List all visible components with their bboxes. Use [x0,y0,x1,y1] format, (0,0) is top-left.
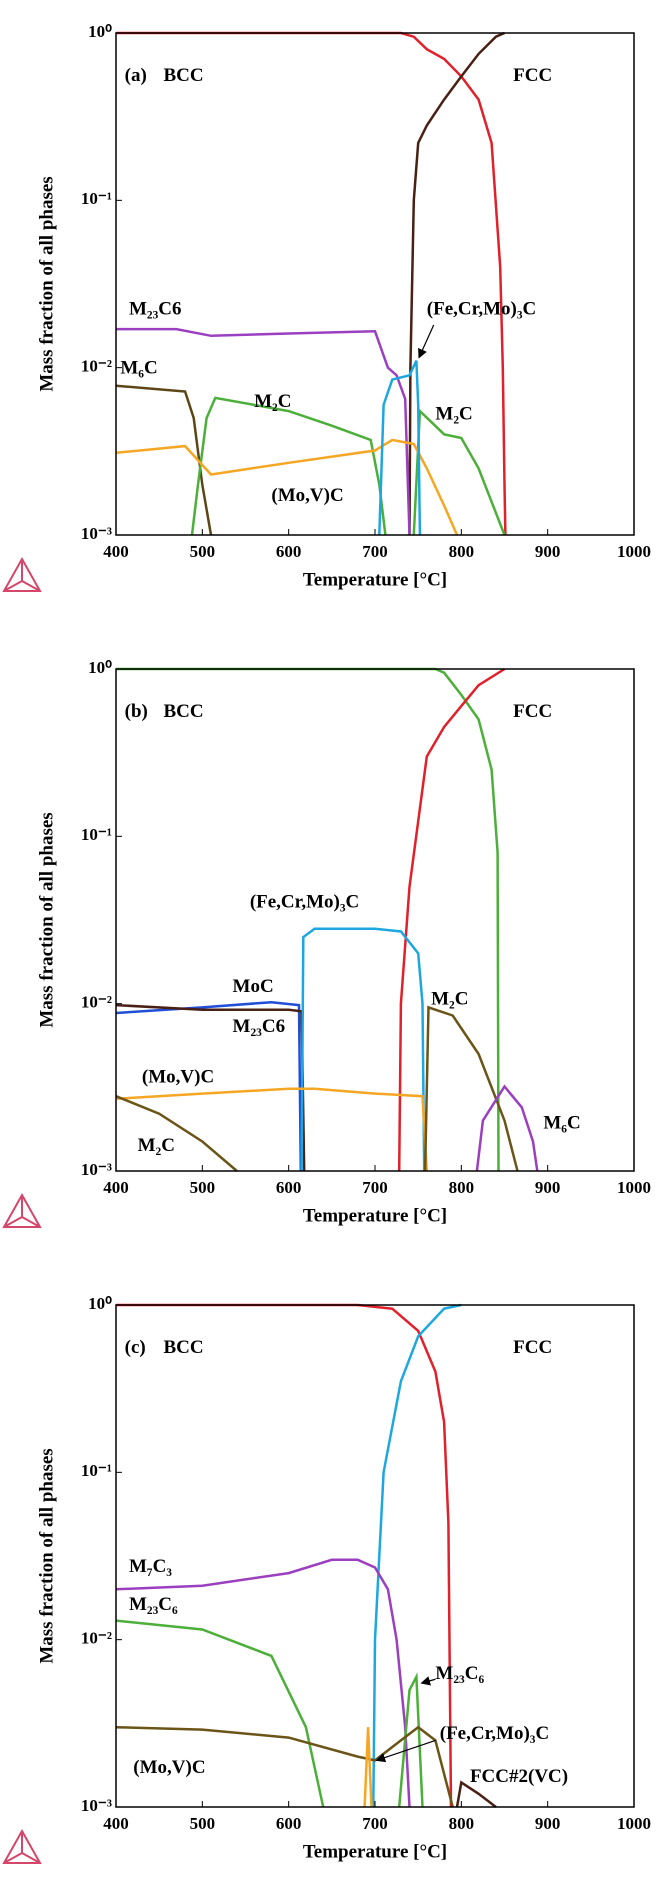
phase-line [397,667,506,1172]
phase-label: M₂₃C6 [129,299,182,320]
phase-line [115,384,213,536]
y-tick-label: 10⁰ [88,658,112,677]
phase-line [455,1780,497,1808]
x-axis-title: Temperature [°C] [303,1205,447,1226]
x-tick-label: 500 [190,542,216,561]
phase-label: (c) [125,1337,146,1358]
y-tick-label: 10⁻² [81,993,112,1012]
y-tick-label: 10⁻² [81,357,112,376]
y-tick-label: 10⁻³ [81,1796,112,1815]
phase-label: BCC [163,701,203,722]
x-tick-label: 1000 [617,542,651,561]
phase-label: M₆C [120,357,157,378]
x-tick-label: 700 [362,1178,388,1197]
y-tick-label: 10⁻¹ [81,825,112,844]
phase-label: M₂₃C₆ [435,1663,484,1684]
phase-line [115,1558,411,1808]
x-tick-label: 700 [362,542,388,561]
x-tick-label: 900 [535,542,561,561]
pointer-arrow [418,324,435,359]
x-tick-label: 400 [103,1814,129,1833]
phase-line [363,1727,373,1808]
x-tick-label: 1000 [617,1814,651,1833]
phase-label: M₇C₃ [129,1556,172,1577]
phase-label: FCC [513,65,552,86]
phase-label: FCC#2(VC) [470,1766,568,1787]
x-tick-label: 900 [535,1178,561,1197]
y-tick-label: 10⁰ [88,1294,112,1313]
phase-line [115,1087,429,1172]
phase-label: (Mo,V)C [142,1066,214,1087]
phase-line [115,1005,519,1172]
x-axis-title: Temperature [°C] [303,569,447,590]
y-axis-title: Mass fraction of all phases [36,1448,57,1663]
phase-label: M₂₃C₆ [129,1594,178,1615]
x-tick-label: 600 [276,1814,302,1833]
x-axis-title: Temperature [°C] [303,1841,447,1862]
y-tick-label: 10⁻¹ [81,189,112,208]
x-tick-label: 600 [276,542,302,561]
phase-label: M₆C [543,1113,580,1134]
phase-label: M₂C [138,1135,175,1156]
y-axis-title: Mass fraction of all phases [36,176,57,391]
phase-line [475,1084,539,1172]
x-tick-label: 700 [362,1814,388,1833]
phase-label: FCC [513,1337,552,1358]
y-axis-title: Mass fraction of all phases [36,812,57,1027]
phase-label: (a) [125,65,147,86]
x-tick-label: 400 [103,542,129,561]
logo [2,556,42,592]
phase-label: BCC [163,1337,203,1358]
x-tick-label: 900 [535,1814,561,1833]
pointer-arrow [420,1676,436,1686]
phase-label: (Fe,Cr,Mo)₃C [440,1723,549,1744]
phase-line [372,1303,462,1808]
phase-label: M₂C [254,391,291,412]
phase-line [116,31,507,536]
x-tick-label: 500 [190,1178,216,1197]
phase-label: (Fe,Cr,Mo)₃C [427,299,536,320]
x-tick-label: 800 [449,1178,475,1197]
x-tick-label: 800 [449,542,475,561]
x-tick-label: 400 [103,1178,129,1197]
phase-line [300,927,426,1172]
phase-label: (Mo,V)C [133,1757,205,1778]
y-tick-label: 10⁻¹ [81,1461,112,1480]
logo [2,1828,42,1864]
x-tick-label: 800 [449,1814,475,1833]
phase-label: BCC [163,65,203,86]
plot-frame [115,668,635,1172]
phase-line [378,360,422,536]
phase-label: (Mo,V)C [271,485,343,506]
y-tick-label: 10⁻³ [81,524,112,543]
phase-label: (Fe,Cr,Mo)₃C [250,891,359,912]
phase-label: (b) [125,701,148,722]
phase-label: M₂C [435,404,472,425]
logo [2,1192,42,1228]
y-tick-label: 10⁻² [81,1629,112,1648]
phase-label: M₂₃C6 [233,1016,286,1037]
pointer-arrow [375,1739,436,1763]
y-tick-label: 10⁻³ [81,1160,112,1179]
y-tick-label: 10⁰ [88,22,112,41]
x-tick-label: 1000 [617,1178,651,1197]
phase-label: MoC [233,976,274,997]
x-tick-label: 500 [190,1814,216,1833]
phase-line [115,1619,424,1808]
phase-line [115,438,459,536]
phase-label: FCC [513,701,552,722]
phase-line [115,1725,454,1808]
phase-label: M₂C [431,988,468,1009]
phase-line [116,327,411,536]
phase-line [408,31,505,536]
x-tick-label: 600 [276,1178,302,1197]
